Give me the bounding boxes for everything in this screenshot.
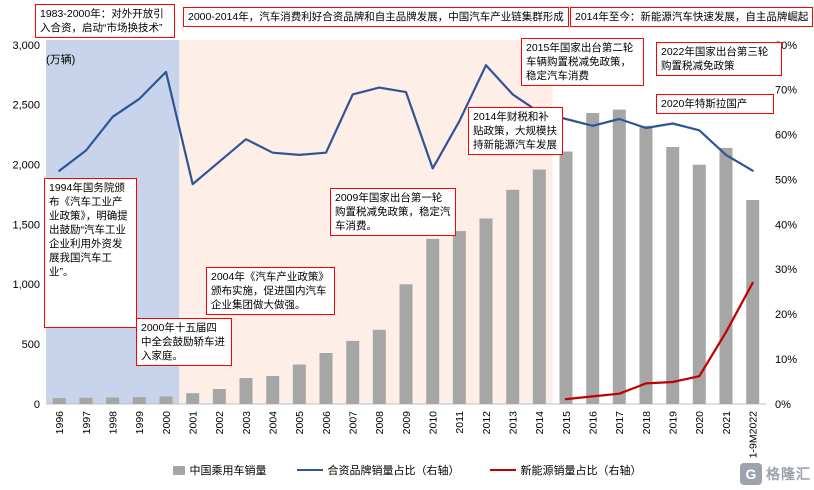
svg-text:60%: 60% bbox=[775, 130, 797, 142]
annotation-2015-policy: 2015年国家出台第二轮车辆购置税减免政策，稳定汽车消费 bbox=[521, 38, 644, 87]
annotation-2022-policy: 2022年国家出台第三轮购置税减免政策 bbox=[656, 42, 782, 77]
svg-text:70%: 70% bbox=[775, 85, 797, 97]
svg-text:2018: 2018 bbox=[641, 411, 653, 435]
annotation-2009-policy: 2009年国家出台第一轮购置税减免政策，稳定汽车消费。 bbox=[330, 188, 456, 237]
svg-text:2014: 2014 bbox=[534, 411, 546, 435]
svg-text:20%: 20% bbox=[775, 309, 797, 321]
svg-text:10%: 10% bbox=[775, 354, 797, 366]
legend-label-jv-share: 合资品牌销量占比（右轴） bbox=[327, 465, 460, 477]
svg-text:2001: 2001 bbox=[188, 411, 200, 435]
svg-text:2008: 2008 bbox=[374, 411, 386, 435]
svg-text:1,000: 1,000 bbox=[12, 279, 40, 291]
svg-text:2,000: 2,000 bbox=[12, 160, 40, 172]
svg-text:0%: 0% bbox=[775, 399, 791, 411]
svg-text:2006: 2006 bbox=[321, 411, 333, 435]
legend-item-nev-share: 新能源销量占比（右轴） bbox=[489, 462, 642, 478]
svg-text:2003: 2003 bbox=[241, 411, 253, 435]
svg-text:1999: 1999 bbox=[134, 411, 146, 435]
svg-text:3,000: 3,000 bbox=[12, 40, 40, 52]
svg-text:1998: 1998 bbox=[108, 411, 120, 435]
jv-brand-share-line bbox=[58, 64, 754, 186]
x-axis-category-labels: 1996 1997 1998 1999 2000 2001 2002 2003 2004 2005… bbox=[54, 411, 759, 458]
svg-text:2005: 2005 bbox=[294, 411, 306, 435]
svg-text:2009: 2009 bbox=[401, 411, 413, 435]
svg-text:1997: 1997 bbox=[81, 411, 93, 435]
svg-text:50%: 50% bbox=[775, 174, 797, 186]
annotation-2000-policy: 2000年十五届四中全会鼓励轿车进入家庭。 bbox=[136, 318, 232, 367]
svg-text:1996: 1996 bbox=[54, 411, 66, 435]
left-axis-tick-labels: 0 500 1,000 1,500 2,000 2,500 3,000 bbox=[12, 40, 40, 411]
svg-text:2004: 2004 bbox=[268, 411, 280, 435]
svg-text:2011: 2011 bbox=[454, 411, 466, 434]
svg-text:1-9M2022: 1-9M2022 bbox=[748, 411, 760, 458]
right-axis-tick-labels: 0%10%20%30%40%50%60%70%80% bbox=[775, 40, 797, 411]
annotation-2004-policy: 2004年《汽车产业政策》颁布实施，促进国内汽车企业集团做大做强。 bbox=[206, 267, 335, 316]
legend-item-sales: 中国乘用车销量 bbox=[172, 462, 267, 478]
svg-text:2,500: 2,500 bbox=[12, 100, 40, 112]
annotation-1994-policy: 1994年国务院颁布《汽车工业产业政策》，明确提出鼓励“汽车工业企业利用外资发展… bbox=[44, 178, 137, 328]
svg-text:0: 0 bbox=[34, 399, 40, 411]
svg-text:500: 500 bbox=[22, 339, 40, 351]
svg-text:30%: 30% bbox=[775, 264, 797, 276]
svg-text:1,500: 1,500 bbox=[12, 219, 40, 231]
legend-jv-line-swatch bbox=[296, 468, 323, 472]
svg-text:2007: 2007 bbox=[348, 411, 360, 435]
annotation-2020-tesla: 2020年特斯拉国产 bbox=[656, 94, 774, 115]
annotation-era-2000-2014: 2000-2014年，汽车消费利好合资品牌和自主品牌发展，中国汽车产业链集群形成 bbox=[183, 7, 569, 28]
svg-text:2010: 2010 bbox=[428, 411, 440, 435]
legend-label-sales: 中国乘用车销量 bbox=[189, 465, 267, 477]
legend-label-nev-share: 新能源销量占比（右轴） bbox=[520, 465, 642, 477]
gelonghui-logo-icon: G bbox=[740, 463, 762, 485]
gelonghui-logo-text: 格隆汇 bbox=[766, 466, 811, 482]
svg-text:2012: 2012 bbox=[481, 411, 493, 435]
svg-text:2019: 2019 bbox=[668, 411, 680, 435]
annotation-2014-policy: 2014年财税和补贴政策，大规模扶持新能源汽车发展 bbox=[468, 107, 563, 156]
chart-legend: 中国乘用车销量 合资品牌销量占比（右轴） 新能源销量占比（右轴） bbox=[0, 462, 814, 478]
svg-text:2000: 2000 bbox=[161, 411, 173, 435]
svg-text:2021: 2021 bbox=[721, 411, 733, 435]
annotation-era-2014-now: 2014年至今：新能源汽车快速发展，自主品牌崛起 bbox=[570, 7, 814, 28]
svg-text:2002: 2002 bbox=[214, 411, 226, 435]
svg-text:2020: 2020 bbox=[694, 411, 706, 435]
annotation-era-1983-2000: 1983-2000年：对外开放引入合资，启动“市场换技术” bbox=[35, 4, 175, 39]
svg-text:2013: 2013 bbox=[508, 411, 520, 435]
legend-bar-swatch bbox=[172, 465, 185, 475]
svg-text:2016: 2016 bbox=[588, 411, 600, 435]
legend-item-jv-share: 合资品牌销量占比（右轴） bbox=[296, 462, 460, 478]
bars-sales-series bbox=[52, 109, 760, 405]
gelonghui-watermark: G 格隆汇 bbox=[740, 463, 811, 485]
nev-share-line bbox=[564, 281, 754, 401]
legend-nev-line-swatch bbox=[489, 468, 516, 472]
svg-text:2015: 2015 bbox=[561, 411, 573, 435]
svg-text:40%: 40% bbox=[775, 219, 797, 231]
left-axis-unit-label: (万辆) bbox=[46, 54, 76, 66]
svg-text:2017: 2017 bbox=[614, 411, 626, 435]
